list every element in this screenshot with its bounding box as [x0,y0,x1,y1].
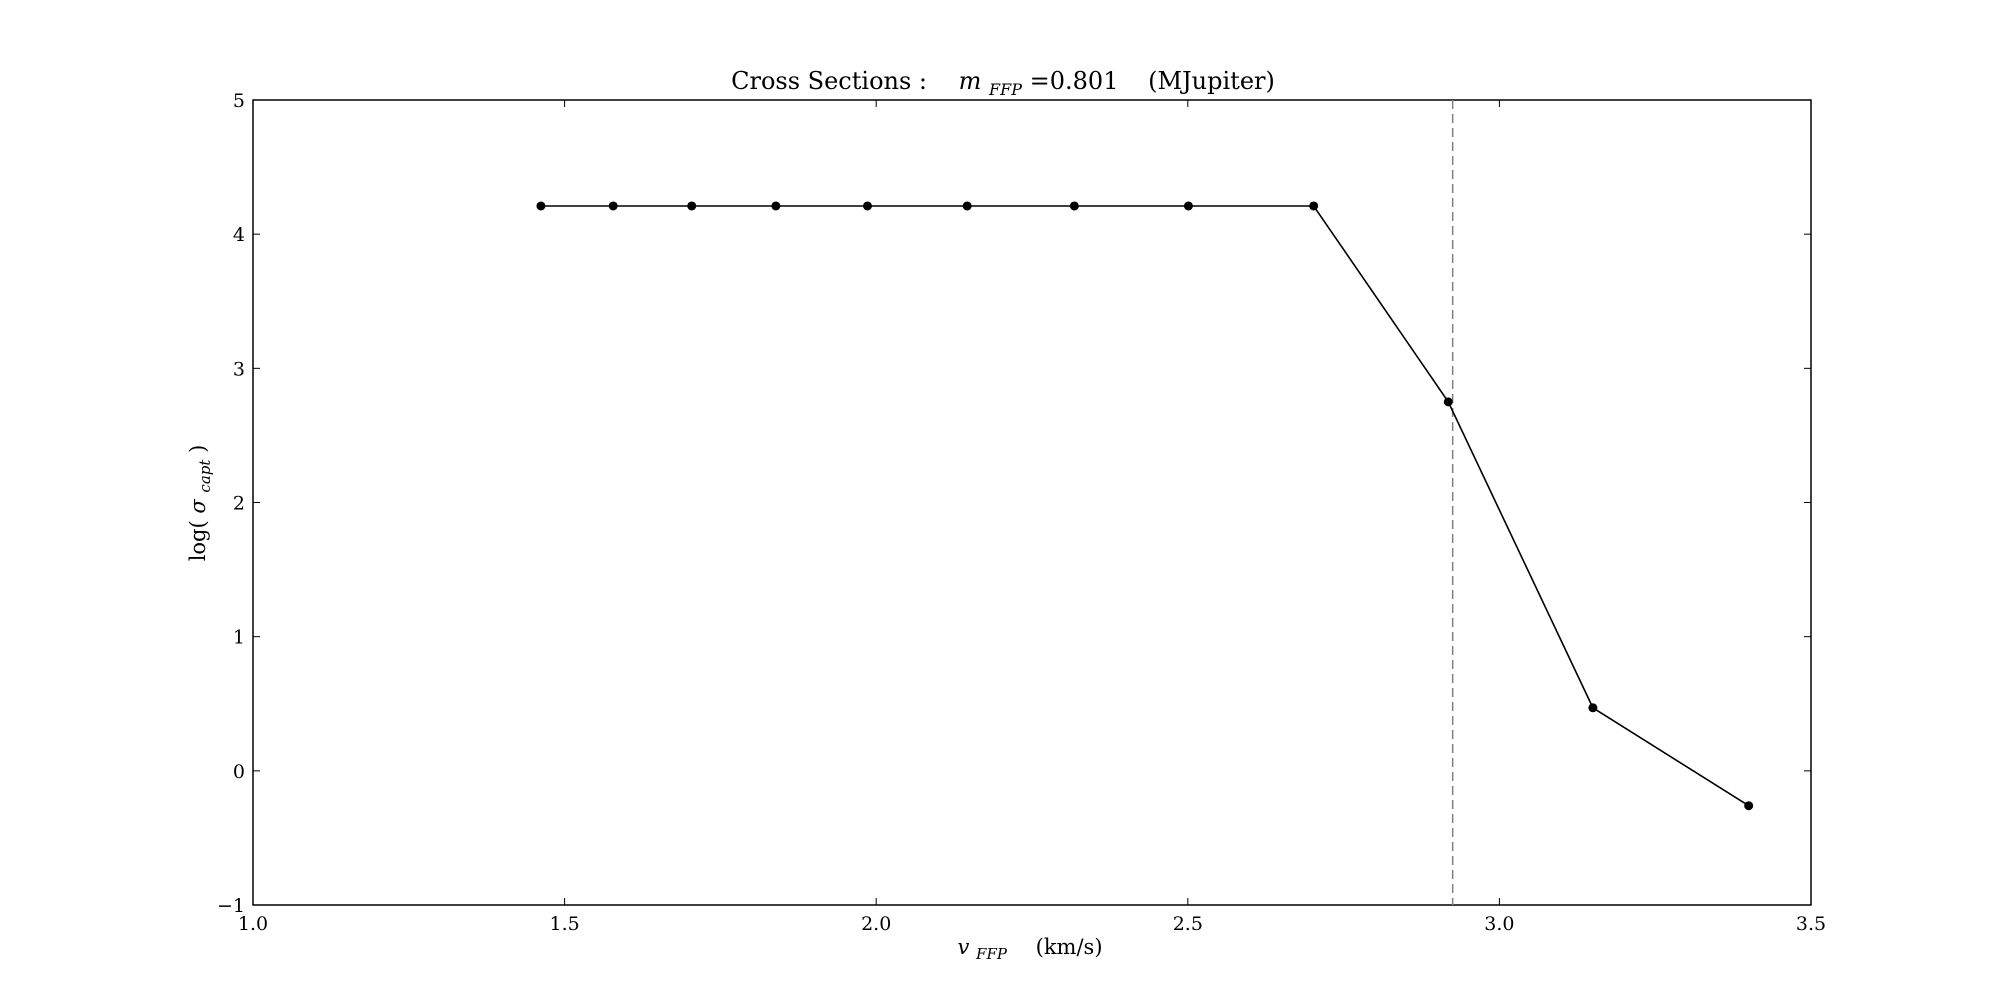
y-tick-label: 3 [233,358,245,380]
data-point [1183,201,1193,211]
series-line [540,205,1750,807]
x-tick-label: 3.0 [1484,913,1514,935]
x-tick-label: 3.5 [1796,913,1826,935]
title-eq: =0.801 [1030,67,1119,95]
y-tick-label: 5 [233,90,245,112]
ylabel-prefix: log( [186,520,210,561]
data-point [536,201,546,211]
x-tick-label: 1.5 [549,913,579,935]
data-point [1443,397,1453,407]
xlabel-sub: FFP [975,945,1008,963]
x-tick-label: 2.5 [1173,913,1203,935]
plot-frame [252,99,1812,906]
data-point [1588,703,1598,713]
y-tick-label: 1 [233,627,245,649]
series-layer [536,201,1754,811]
ylabel-sub: capt [196,459,214,493]
y-tick-label: 4 [233,224,245,246]
ylabel-suffix: ) [186,445,210,453]
title-sub: FFP [988,80,1022,99]
axis-ticks [252,99,1812,906]
xlabel-var: v [957,935,969,959]
data-point [608,201,618,211]
data-point [687,201,697,211]
title-var: m [959,67,982,95]
ylabel-var: σ [186,499,210,514]
y-tick-label: 0 [233,761,245,783]
x-tick-label: 1.0 [238,913,268,935]
data-point [962,201,972,211]
y-tick-label: 2 [233,493,245,515]
data-point [1744,801,1754,811]
data-point [862,201,872,211]
data-point [1309,201,1319,211]
x-tick-label: 2.0 [861,913,891,935]
data-point [771,201,781,211]
xlabel-unit: (km/s) [1036,935,1103,959]
chart-title: Cross Sections : m FFP =0.801 (MJupiter) [731,67,1275,101]
tick-labels: 1.0 1.5 2.0 2.5 3.0 3.5 −1 0 1 2 3 4 5 [217,90,1826,935]
y-axis-label: log( σ capt ) [186,445,215,562]
title-prefix: Cross Sections : [731,67,927,95]
title-unit: (MJupiter) [1148,67,1275,95]
data-point [1069,201,1079,211]
x-axis-label: v FFP (km/s) [957,935,1102,964]
y-tick-label: −1 [217,895,245,917]
